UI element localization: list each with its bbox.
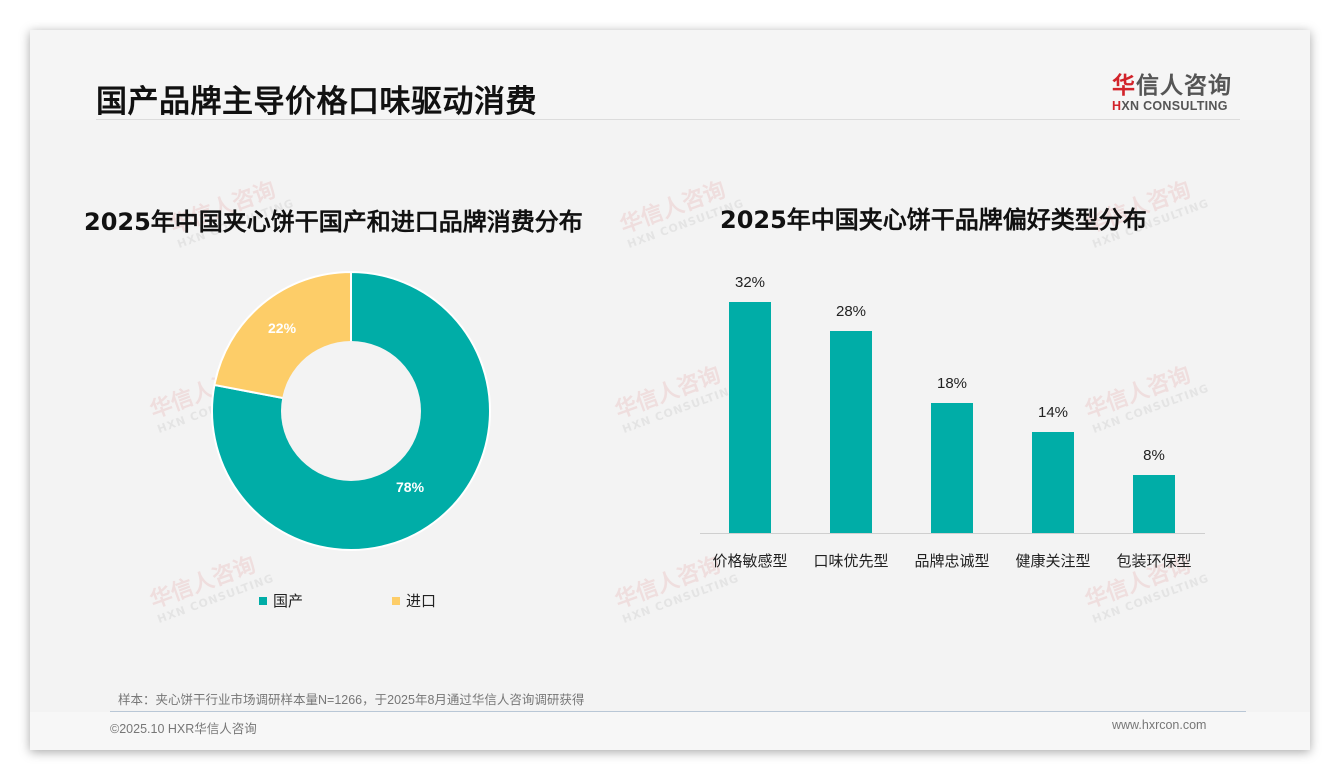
legend-label: 进口	[406, 593, 437, 610]
bar	[931, 403, 973, 533]
donut-label-imported: 22%	[268, 320, 297, 336]
donut-chart: 78% 22%	[210, 270, 492, 552]
legend-swatch-teal	[259, 596, 267, 605]
page-title: 国产品牌主导价格口味驱动消费	[96, 84, 537, 120]
bar-value-label: 18%	[936, 375, 968, 393]
x-axis-category-label: 健康关注型	[1015, 553, 1091, 570]
donut-svg	[211, 270, 491, 551]
logo-cn-rest: 信人咨询	[1136, 73, 1232, 99]
x-axis-line	[700, 533, 1205, 534]
brand-logo: 华信人咨询 HXN CONSULTING	[1112, 66, 1252, 113]
x-axis-category-label: 品牌忠诚型	[914, 553, 990, 570]
logo-cn-first: 华	[1112, 73, 1136, 99]
bar-value-label: 14%	[1037, 403, 1069, 421]
bar	[1032, 431, 1074, 533]
footer-website[interactable]: www.hxrcon.com	[1112, 718, 1207, 732]
legend-item-domestic: 国产	[259, 590, 303, 611]
slide: 国产品牌主导价格口味驱动消费 华信人咨询 HXN CONSULTING 华信人咨…	[30, 30, 1310, 750]
x-axis-category-label: 包装环保型	[1116, 553, 1192, 570]
bar-value-label: 32%	[734, 274, 766, 291]
donut-chart-title: 2025年中国夹心饼干国产和进口品牌消费分布	[84, 208, 583, 236]
bar-value-label: 28%	[835, 302, 867, 320]
legend-item-imported: 进口	[392, 590, 436, 611]
header-divider	[96, 119, 1240, 120]
footer-divider	[110, 711, 1246, 712]
legend-label: 国产	[273, 593, 304, 610]
logo-en-rest: XN CONSULTING	[1121, 99, 1228, 113]
bar-value-label: 8%	[1143, 447, 1165, 465]
footer-copyright: ©2025.10 HXR华信人咨询	[110, 722, 257, 736]
legend-swatch-yellow	[392, 596, 400, 605]
bar	[1133, 475, 1175, 533]
x-axis-category-label: 口味优先型	[813, 553, 889, 570]
footer-band	[30, 712, 1310, 750]
bar-chart-title: 2025年中国夹心饼干品牌偏好类型分布	[720, 206, 1147, 234]
donut-label-domestic: 78%	[396, 479, 425, 495]
x-axis-category-label: 价格敏感型	[712, 553, 788, 570]
bar	[729, 302, 771, 533]
header-band	[30, 30, 1310, 120]
source-note: 样本：夹心饼干行业市场调研样本量N=1266，于2025年8月通过华信人咨询调研…	[118, 693, 585, 707]
logo-en-mark: H	[1112, 99, 1122, 113]
bar-chart: 32% 价格敏感型 28% 口味优先型 18% 品牌忠诚型 14% 健康关注型 8% 包装环保型	[700, 270, 1205, 570]
bar	[830, 330, 872, 533]
